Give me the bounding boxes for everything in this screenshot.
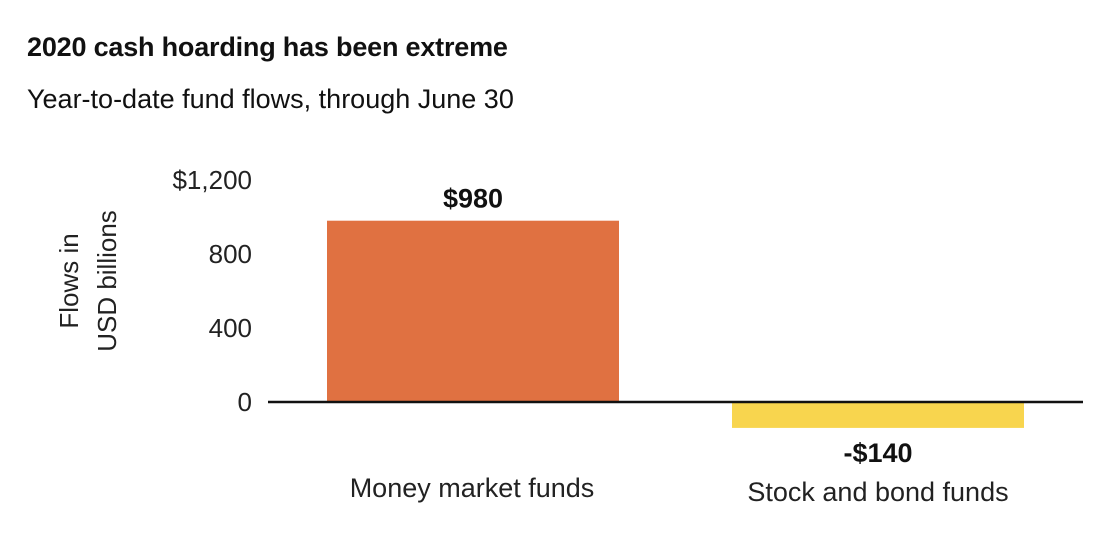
category-label: Money market funds: [350, 473, 595, 503]
bars: [327, 220, 1024, 428]
y-tick-label: $1,200: [172, 165, 252, 195]
category-label: Stock and bond funds: [747, 477, 1008, 507]
y-axis-label: Flows in USD billions: [54, 210, 122, 352]
chart-title: 2020 cash hoarding has been extreme: [27, 32, 508, 62]
y-axis-title: Flows in USD billions: [54, 210, 122, 352]
category-labels: Money market funds Stock and bond funds: [350, 473, 1009, 507]
chart-subtitle: Year-to-date fund flows, through June 30: [27, 84, 514, 114]
y-axis-ticks: 0 400 800 $1,200: [172, 165, 252, 417]
bar: [327, 220, 619, 402]
bar-data-label: $980: [443, 184, 503, 214]
bar-data-label: -$140: [843, 438, 912, 468]
y-tick-label: 800: [209, 239, 252, 269]
y-tick-label: 400: [209, 313, 252, 343]
bar: [732, 402, 1024, 428]
y-tick-label: 0: [238, 387, 252, 417]
data-labels: $980 -$140: [443, 184, 913, 468]
